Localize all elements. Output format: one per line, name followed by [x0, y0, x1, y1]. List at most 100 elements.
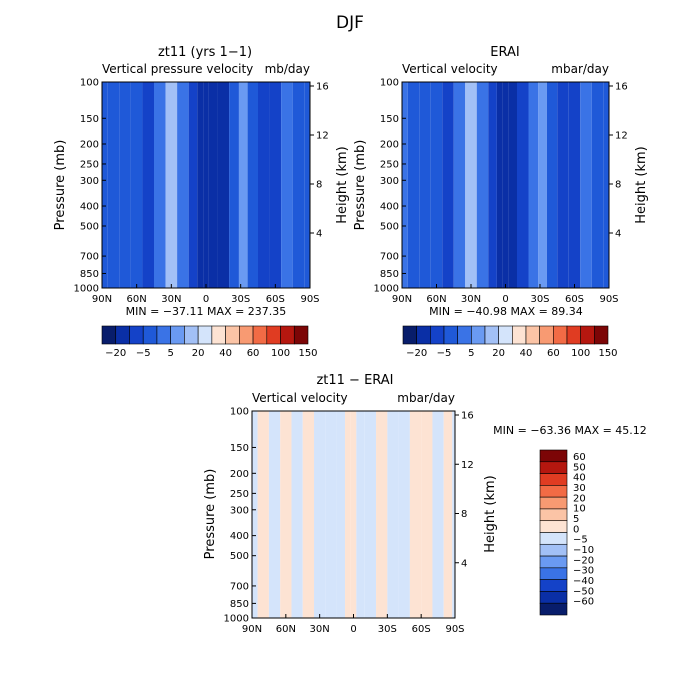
- colorbar-label: −5: [573, 535, 588, 546]
- panel-zt11: zt11 (yrs 1−1) Vertical pressure velocit…: [53, 45, 350, 359]
- heatmap-column: [402, 82, 408, 288]
- colorbar-label: 5: [468, 348, 474, 359]
- panel-erai: ERAI Vertical velocity mbar/day Pressure…: [353, 45, 649, 359]
- heatmap-column: [258, 82, 270, 288]
- y-axis-label: Pressure (mb): [53, 140, 68, 231]
- y-tick-label: 850: [230, 599, 249, 610]
- heatmap-column: [238, 82, 248, 288]
- y-right-tick-label: 12: [461, 460, 474, 471]
- minmax-readout: MIN = −63.36 MAX = 45.12: [493, 424, 647, 437]
- y-tick-label: 500: [80, 221, 99, 232]
- heatmap-column: [407, 82, 420, 288]
- y-tick-label: 1000: [74, 284, 99, 295]
- colorbar-swatch: [498, 325, 513, 345]
- x-tick-label: 60S: [565, 294, 584, 305]
- colorbar-swatch: [430, 325, 445, 345]
- x-tick-label: 60N: [127, 294, 147, 305]
- y-tick-label: 400: [380, 202, 399, 213]
- heatmap-column: [314, 411, 326, 618]
- y-tick-label: 250: [380, 159, 399, 170]
- y-right-tick-label: 8: [615, 180, 621, 191]
- panel-subtitle-right: mbar/day: [551, 62, 609, 76]
- heatmap-column: [409, 411, 422, 618]
- heatmap-column: [488, 82, 497, 288]
- colorbar-swatch: [539, 485, 568, 498]
- heatmap-column: [229, 82, 239, 288]
- colorbar-swatch: [184, 325, 199, 345]
- colorbar-label: −5: [136, 348, 151, 359]
- colorbar-label: −10: [573, 545, 594, 556]
- heatmap-column: [188, 82, 198, 288]
- heatmap-column: [119, 82, 131, 288]
- y-tick-label: 300: [80, 176, 99, 187]
- colorbar-label: 60: [573, 452, 586, 463]
- colorbar-label: −60: [573, 597, 594, 608]
- colorbar-swatch: [539, 543, 568, 557]
- colorbar-swatch: [416, 325, 431, 345]
- colorbar-swatch: [101, 325, 117, 345]
- heatmap-column: [269, 82, 282, 288]
- x-tick-label: 90S: [445, 624, 464, 635]
- y-right-tick-label: 4: [615, 229, 621, 240]
- colorbar: −20 −5 5 20 40 60 100 150: [402, 325, 618, 359]
- colorbar: −20 −5 5 20 40 60 100 150: [101, 325, 318, 359]
- colorbar-label: 40: [520, 348, 533, 359]
- colorbar-swatch: [539, 567, 568, 580]
- y-tick-label: 300: [380, 176, 399, 187]
- colorbar-label: 60: [247, 348, 260, 359]
- y-tick-label: 500: [380, 221, 399, 232]
- panel-subtitle-left: Vertical pressure velocity: [102, 62, 253, 76]
- y-tick-label: 250: [230, 489, 249, 500]
- colorbar-swatch: [115, 325, 130, 345]
- y-tick-label: 1000: [224, 614, 249, 625]
- colorbar-label: 20: [492, 348, 505, 359]
- x-tick-label: 30S: [231, 294, 250, 305]
- x-tick-label: 30S: [378, 624, 397, 635]
- y-right-tick-label: 12: [316, 131, 329, 142]
- x-tick-label: 30N: [161, 294, 181, 305]
- heatmap-column: [280, 411, 292, 618]
- y-tick-label: 100: [380, 78, 399, 89]
- heatmap-column: [419, 82, 431, 288]
- panel-subtitle-left: Vertical velocity: [402, 62, 498, 76]
- colorbar-swatch: [170, 325, 185, 345]
- y-axis-right-label: Height (km): [483, 475, 498, 552]
- heatmap-column: [603, 82, 609, 288]
- colorbar-swatch: [239, 325, 254, 345]
- colorbar-swatch: [293, 325, 309, 345]
- colorbar-label: 100: [271, 348, 290, 359]
- colorbar-swatch: [211, 325, 226, 345]
- heatmap-column: [142, 82, 154, 288]
- x-tick-label: 90N: [242, 624, 262, 635]
- heatmap-column: [130, 82, 143, 288]
- y-tick-label: 700: [80, 252, 99, 263]
- colorbar-swatch: [539, 325, 554, 345]
- colorbar-label: 20: [192, 348, 205, 359]
- y-tick-label: 1000: [374, 284, 399, 295]
- y-right-tick-label: 12: [615, 131, 628, 142]
- colorbar-swatch: [280, 325, 295, 345]
- heatmap-column: [291, 411, 303, 618]
- heatmap-column: [336, 411, 346, 618]
- x-tick-label: 0: [203, 294, 209, 305]
- y-tick-label: 150: [380, 114, 399, 125]
- x-tick-label: 90S: [300, 294, 319, 305]
- colorbar-swatch: [539, 579, 568, 592]
- heatmap-column: [165, 82, 178, 288]
- colorbar-label: 40: [573, 473, 586, 484]
- colorbar-label: 50: [573, 462, 586, 473]
- colorbar-swatch: [566, 325, 581, 345]
- heatmap-column: [387, 411, 399, 618]
- colorbar-swatch: [539, 520, 568, 533]
- y-tick-label: 850: [380, 269, 399, 280]
- heatmap-column: [304, 82, 310, 288]
- heatmap-column: [247, 82, 258, 288]
- y-tick-label: 400: [80, 202, 99, 213]
- colorbar-swatch: [594, 325, 609, 345]
- colorbar-swatch: [457, 325, 472, 345]
- heatmap-column: [508, 82, 517, 288]
- x-tick-label: 60N: [426, 294, 446, 305]
- heatmap-column: [268, 411, 281, 618]
- heatmap-column: [252, 411, 258, 618]
